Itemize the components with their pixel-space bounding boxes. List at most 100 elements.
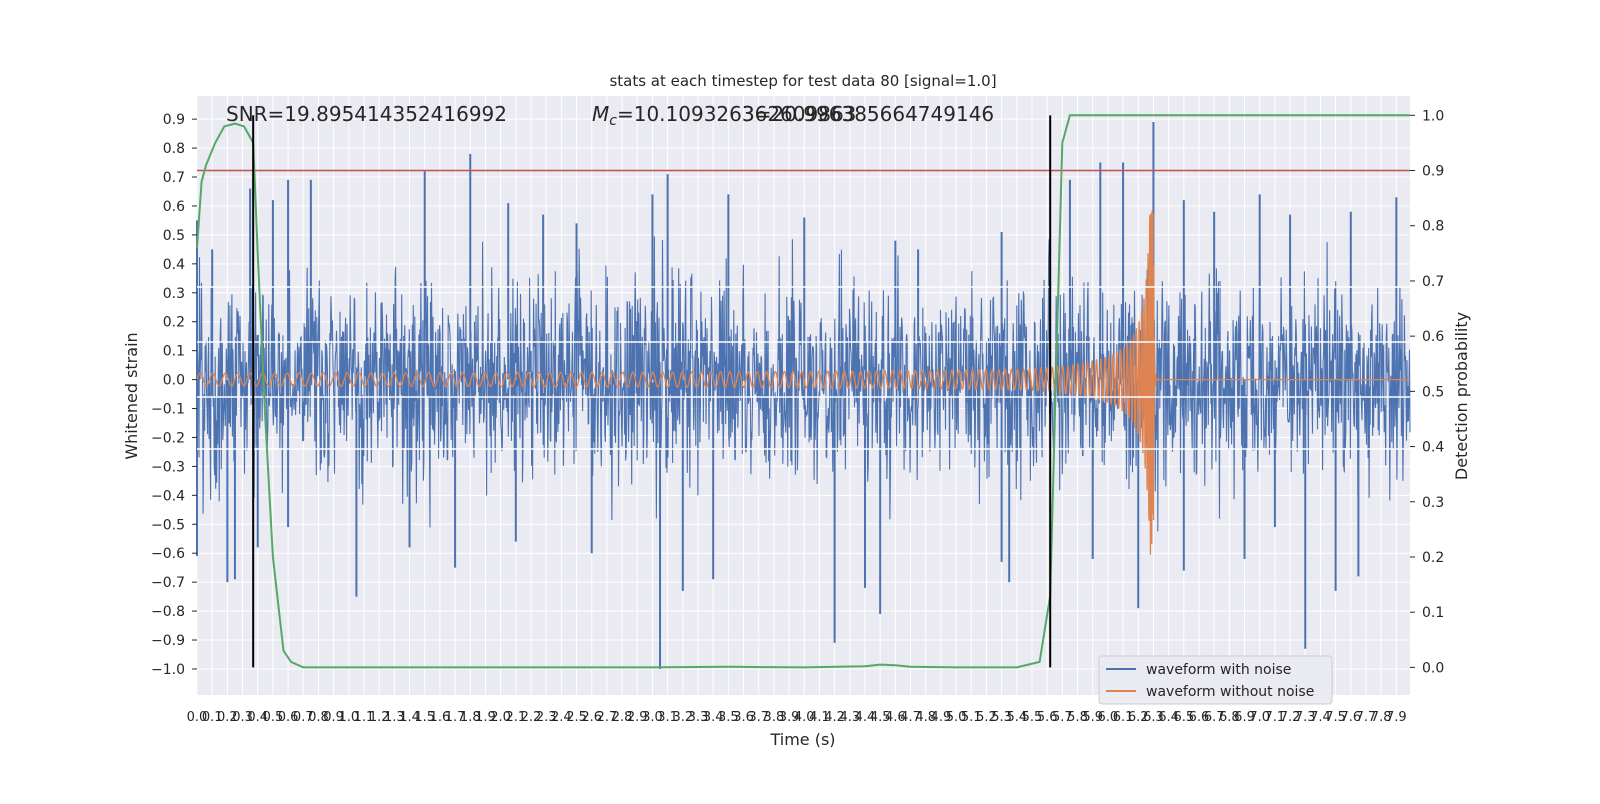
x-tick-label: 1.2 [369, 710, 390, 725]
snr-annotation: SNR=19.895414352416992 [226, 102, 507, 126]
series-detection-probability [196, 114, 1410, 669]
y-axis-label: Whitened strain [122, 332, 141, 459]
x-tick-label: 1.6 [430, 710, 451, 725]
x-tick-label: 6.8 [1219, 710, 1240, 725]
x-tick-label: 0.6 [278, 710, 299, 725]
x-tick-label: 6.3 [1143, 710, 1164, 725]
x-tick-label: 3.8 [764, 710, 785, 725]
mc-value: =10.109326362609863 [617, 102, 856, 126]
y-tick-label: 0.1 [163, 344, 185, 360]
x-tick-label: 0.3 [232, 710, 253, 725]
x-tick-label: 2.0 [490, 710, 511, 725]
x-tick-label: 7.9 [1386, 710, 1407, 725]
legend: waveform with noise waveform without noi… [1098, 655, 1333, 705]
x-tick-label: 0.4 [247, 710, 268, 725]
x-tick-label: 3.0 [642, 710, 663, 725]
x-tick-label: 7.1 [1265, 710, 1286, 725]
y2-axis-label: Detection probability [1452, 312, 1471, 480]
legend-label-noise: waveform with noise [1146, 662, 1291, 678]
series-waveform-with-noise [196, 236, 1411, 532]
x-tick-label: 3.9 [779, 710, 800, 725]
x-tick-label: 7.4 [1310, 710, 1331, 725]
x-tick-label: 4.5 [870, 710, 891, 725]
x-tick-label: 5.9 [1082, 710, 1103, 725]
overlap-annotation: 3=20.996385664749146 [742, 102, 994, 126]
x-tick-label: 6.7 [1204, 710, 1225, 725]
x-tick-label: 4.9 [931, 710, 952, 725]
x-tick-label: 4.3 [839, 710, 860, 725]
annotations: SNR=19.895414352416992 Mc=10.10932636260… [226, 102, 994, 129]
y2-tick-label: 0.1 [1422, 605, 1444, 621]
y-tick-label: −0.5 [151, 517, 185, 533]
y-tick-label: −0.7 [151, 575, 185, 591]
x-tick-label: 5.6 [1037, 710, 1058, 725]
x-tick-label: 2.6 [581, 710, 602, 725]
x-tick-label: 2.1 [505, 710, 526, 725]
data-layer [196, 114, 1411, 669]
x-tick-label: 0.7 [293, 710, 314, 725]
x-tick-label: 3.6 [733, 710, 754, 725]
x-tick-label: 5.3 [991, 710, 1012, 725]
x-tick-label: 7.0 [1249, 710, 1270, 725]
x-tick-label: 4.0 [794, 710, 815, 725]
x-tick-label: 2.8 [612, 710, 633, 725]
x-tick-label: 7.7 [1356, 710, 1377, 725]
x-tick-label: 1.4 [399, 710, 420, 725]
x-tick-label: 5.4 [1006, 710, 1027, 725]
x-tick-label: 0.8 [308, 710, 329, 725]
x-tick-label: 7.3 [1295, 710, 1316, 725]
x-tick-label: 6.2 [1128, 710, 1149, 725]
x-tick-label: 6.4 [1158, 710, 1179, 725]
x-tick-label: 2.9 [627, 710, 648, 725]
x-tick-label: 0.9 [323, 710, 344, 725]
x-tick-label: 4.2 [824, 710, 845, 725]
x-tick-label: 6.6 [1189, 710, 1210, 725]
x-tick-label: 3.5 [718, 710, 739, 725]
y-tick-label: −0.3 [151, 459, 185, 475]
y2-tick-label: 0.5 [1422, 384, 1444, 400]
x-tick-label: 4.4 [855, 710, 876, 725]
x-tick-label: 1.8 [460, 710, 481, 725]
y-tick-label: 0.2 [163, 315, 185, 331]
x-tick-label: 0.1 [202, 710, 223, 725]
x-tick-label: 5.1 [961, 710, 982, 725]
y-tick-label: −0.8 [151, 604, 185, 620]
y-tick-label: −1.0 [151, 662, 185, 678]
y-tick-label: −0.2 [151, 430, 185, 446]
x-tick-label: 4.7 [900, 710, 921, 725]
y2-tick-label: 0.4 [1422, 440, 1444, 456]
y-tick-label: 0.8 [163, 141, 185, 157]
x-tick-label: 0.5 [263, 710, 284, 725]
x-tick-label: 5.2 [976, 710, 997, 725]
y-tick-label: 0.0 [163, 373, 185, 389]
x-tick-label: 3.3 [688, 710, 709, 725]
x-tick-label: 1.9 [475, 710, 496, 725]
x-tick-label: 4.6 [885, 710, 906, 725]
legend-label-clean: waveform without noise [1146, 684, 1314, 700]
x-tick-label: 5.7 [1052, 710, 1073, 725]
x-tick-label: 2.5 [566, 710, 587, 725]
x-tick-label: 1.5 [414, 710, 435, 725]
x-tick-label: 2.7 [597, 710, 618, 725]
x-tick-label: 3.7 [748, 710, 769, 725]
x-tick-label: 2.2 [521, 710, 542, 725]
y-tick-label: −0.4 [151, 488, 185, 504]
x-tick-label: 6.9 [1234, 710, 1255, 725]
x-tick-label: 1.7 [445, 710, 466, 725]
x-tick-label: 3.4 [703, 710, 724, 725]
x-tick-label: 4.8 [915, 710, 936, 725]
y2-tick-label: 0.2 [1422, 550, 1444, 566]
x-tick-label: 6.5 [1173, 710, 1194, 725]
x-tick-label: 3.1 [657, 710, 678, 725]
y-tick-label: 0.5 [163, 228, 185, 244]
x-tick-label: 0.0 [187, 710, 208, 725]
x-axis-label: Time (s) [769, 730, 835, 749]
chart-title: stats at each timestep for test data 80 … [609, 72, 996, 90]
x-tick-label: 7.6 [1340, 710, 1361, 725]
axes: 0.00.10.20.30.40.50.60.70.80.91.01.11.21… [151, 108, 1444, 725]
y-tick-label: 0.4 [163, 257, 185, 273]
x-tick-label: 5.5 [1022, 710, 1043, 725]
y-tick-label: 0.9 [163, 112, 185, 128]
legend-box [1098, 655, 1333, 705]
